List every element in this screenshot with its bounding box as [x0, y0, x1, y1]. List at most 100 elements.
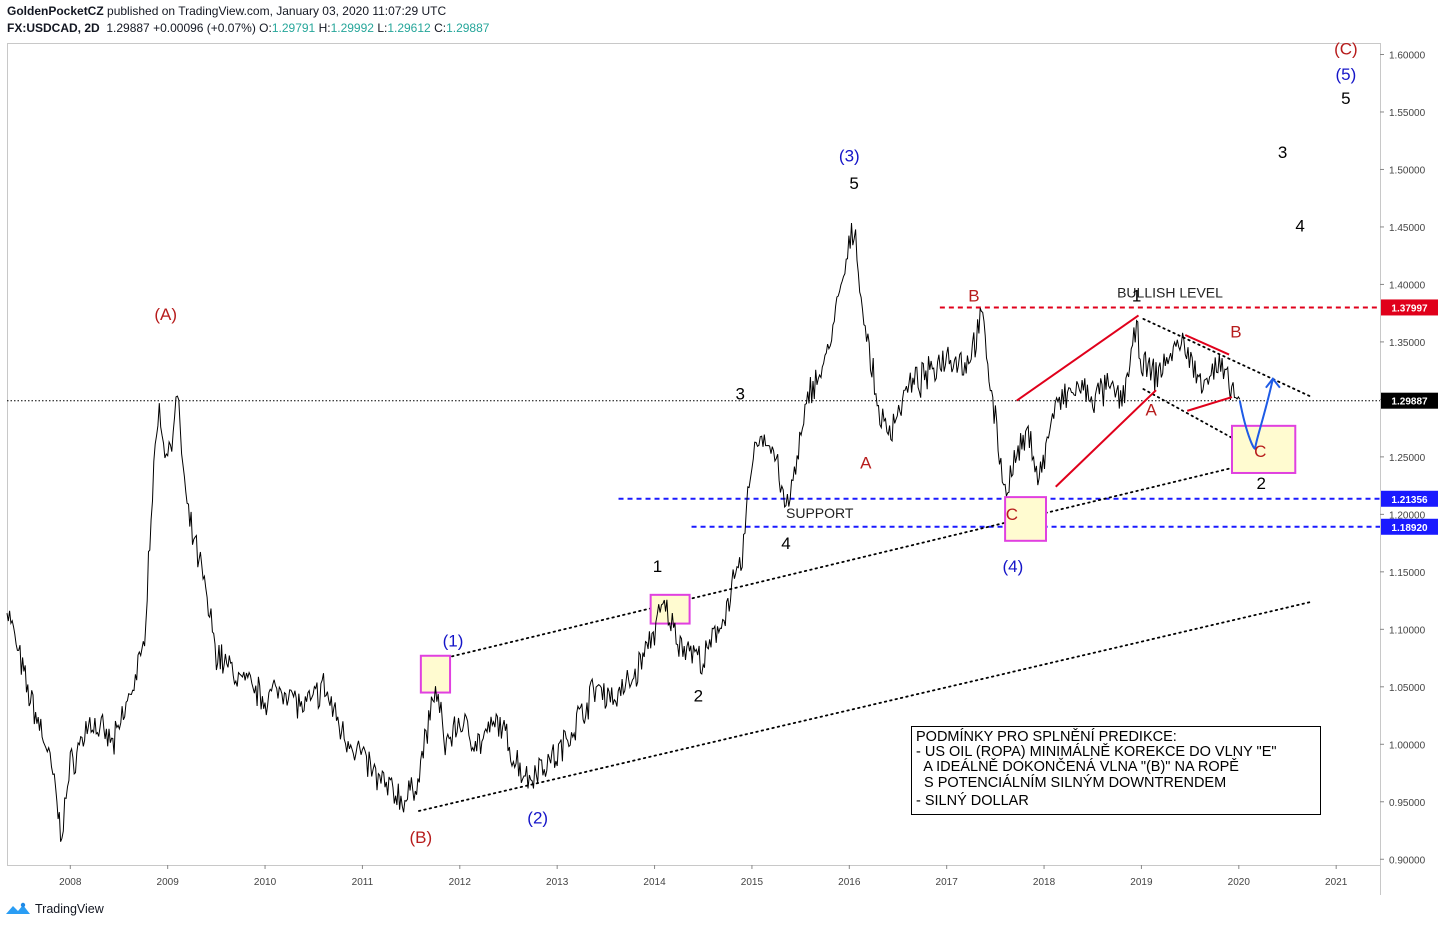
high-value: 1.29992	[330, 21, 374, 35]
last-price: 1.29887	[106, 21, 150, 35]
wave-label: C	[1006, 505, 1018, 524]
wave-label: (2)	[527, 809, 548, 828]
x-tick-label: 2009	[157, 877, 180, 888]
x-tick-label: 2020	[1228, 877, 1251, 888]
wave-trendline[interactable]	[1184, 334, 1230, 356]
x-tick-label: 2013	[546, 877, 569, 888]
price-line[interactable]	[6, 222, 1241, 842]
open-value: 1.29791	[271, 21, 316, 35]
y-tick-label: 0.95000	[1389, 798, 1426, 809]
y-tick-label: 1.50000	[1389, 165, 1426, 176]
note-line: - US OIL (ROPA) MINIMÁLNĚ KOREKCE DO VLN…	[916, 743, 1277, 760]
y-tick-label: 1.40000	[1389, 280, 1426, 291]
trend-channel-line[interactable]	[1142, 318, 1313, 398]
tradingview-footer[interactable]: TradingView	[5, 902, 104, 916]
price-axis-badge-text: 1.29887	[1391, 397, 1428, 408]
note-line: PODMÍNKY PRO SPLNĚNÍ PREDIKCE:	[916, 728, 1177, 745]
y-tick-label: 1.10000	[1389, 625, 1426, 636]
trend-channel-line[interactable]	[429, 453, 1289, 663]
wave-label: 2	[1256, 474, 1265, 493]
price-axis-badge	[1381, 392, 1438, 409]
y-tick-label: 1.60000	[1389, 50, 1426, 61]
x-tick-label: 2016	[838, 877, 861, 888]
price-change: +0.00096 (+0.07%)	[153, 21, 256, 35]
author-name[interactable]: GoldenPocketCZ	[7, 4, 104, 18]
highlight-box[interactable]	[1004, 496, 1048, 542]
publish-line: GoldenPocketCZ published on TradingView.…	[7, 4, 446, 18]
note-line: A IDEÁLNĚ DOKONČENÁ VLNA "(B)" NA ROPĚ	[916, 758, 1239, 775]
note-line: S POTENCIÁLNÍM SILNÝM DOWNTRENDEM	[916, 774, 1226, 791]
wave-label: C	[1254, 442, 1266, 461]
wave-label: (4)	[1003, 557, 1024, 576]
level-label: BULLISH LEVEL	[1117, 284, 1223, 300]
wave-label: (A)	[154, 305, 177, 324]
y-tick-label: 1.45000	[1389, 223, 1426, 234]
note-line: - SILNÝ DOLLAR	[916, 792, 1029, 809]
wave-trendline[interactable]	[1186, 396, 1233, 412]
wave-label: A	[860, 453, 872, 472]
price-axis-badge	[1381, 299, 1438, 316]
open-label: O:	[259, 21, 272, 35]
price-axis-badge-text: 1.18920	[1391, 523, 1428, 534]
wave-label: 5	[849, 174, 858, 193]
wave-label: 1	[653, 557, 662, 576]
symbol-label[interactable]: FX:USDCAD, 2D	[7, 21, 100, 35]
x-tick-label: 2018	[1033, 877, 1056, 888]
wave-label: (3)	[839, 146, 860, 165]
ohlc-line: FX:USDCAD, 2D 1.29887 +0.00096 (+0.07%) …	[7, 21, 489, 35]
wave-trendline[interactable]	[1055, 389, 1157, 488]
low-label: L:	[377, 21, 388, 35]
x-tick-label: 2017	[936, 877, 959, 888]
y-tick-label: 1.35000	[1389, 338, 1426, 349]
wave-label: 4	[1295, 217, 1304, 236]
y-tick-label: 1.25000	[1389, 453, 1426, 464]
x-tick-label: 2014	[643, 877, 666, 888]
x-tick-label: 2015	[741, 877, 764, 888]
level-label: SUPPORT	[786, 505, 854, 521]
forecast-arrow[interactable]	[1238, 378, 1274, 450]
forecast-arrowhead-icon	[1265, 377, 1281, 389]
y-tick-label: 1.55000	[1389, 108, 1426, 119]
note-box	[911, 726, 1321, 815]
wave-label: 1	[1132, 287, 1141, 306]
x-tick-label: 2019	[1130, 877, 1153, 888]
highlight-box[interactable]	[1230, 424, 1297, 474]
wave-label: (C)	[1334, 39, 1358, 58]
published-text: published on TradingView.com, January 03…	[107, 4, 447, 18]
x-tick-label: 2008	[59, 877, 82, 888]
wave-label: (5)	[1336, 65, 1357, 84]
x-tick-label: 2011	[352, 877, 374, 888]
price-axis-badge-text: 1.37997	[1391, 303, 1428, 314]
wave-label: 3	[1278, 143, 1287, 162]
wave-label: 5	[1341, 89, 1350, 108]
wave-label: B	[1230, 322, 1241, 341]
wave-label: (1)	[443, 632, 464, 651]
tradingview-brand: TradingView	[35, 902, 104, 916]
wave-label: 4	[781, 534, 790, 553]
trend-channel-line[interactable]	[417, 600, 1313, 812]
low-value: 1.29612	[387, 21, 431, 35]
x-tick-label: 2010	[254, 877, 277, 888]
y-tick-label: 1.15000	[1389, 568, 1426, 579]
x-tick-label: 2021	[1325, 877, 1348, 888]
wave-label: 2	[694, 687, 703, 706]
wave-trendline[interactable]	[1016, 314, 1140, 402]
highlight-box[interactable]	[649, 593, 691, 625]
y-tick-label: 1.20000	[1389, 510, 1426, 521]
wave-label: 3	[736, 384, 745, 403]
y-tick-label: 0.90000	[1389, 855, 1426, 866]
close-label: C:	[434, 21, 447, 35]
price-axis-badge	[1381, 490, 1438, 507]
high-label: H:	[318, 21, 331, 35]
tradingview-logo-icon	[6, 902, 30, 914]
prediction-note: PODMÍNKY PRO SPLNĚNÍ PREDIKCE: - US OIL …	[911, 726, 1321, 815]
y-tick-label: 1.00000	[1389, 740, 1426, 751]
y-tick-label: 1.05000	[1389, 683, 1426, 694]
wave-label: B	[968, 287, 979, 306]
x-tick-label: 2012	[449, 877, 472, 888]
price-axis-badge	[1381, 518, 1438, 535]
close-value: 1.29887	[446, 21, 490, 35]
price-axis-badge-text: 1.21356	[1391, 495, 1428, 506]
wave-label: (B)	[410, 828, 433, 847]
